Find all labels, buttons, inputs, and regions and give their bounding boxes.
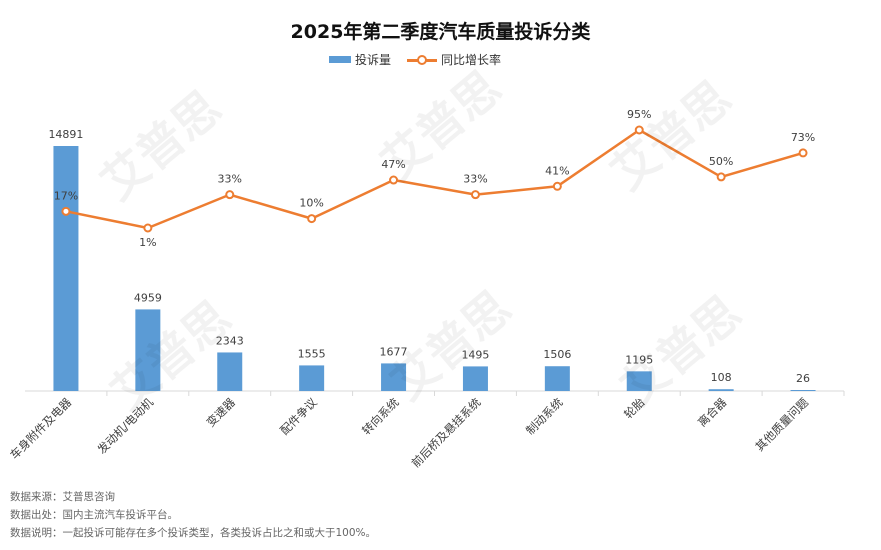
line-data-label: 33% <box>463 173 487 186</box>
bar-data-label: 1506 <box>543 348 571 361</box>
legend: 投诉量 同比增长率 <box>329 51 501 68</box>
line-point <box>61 206 71 216</box>
chart-title: 2025年第二季度汽车质量投诉分类 <box>290 21 591 43</box>
line-point <box>143 223 153 233</box>
bar <box>299 365 325 391</box>
x-tick-label: 制动系统 <box>523 395 566 438</box>
bar-data-label: 1195 <box>625 353 653 366</box>
line-data-label: 33% <box>218 173 242 186</box>
bar-data-label: 14891 <box>48 128 83 141</box>
line-point <box>225 190 235 200</box>
bar <box>462 366 488 391</box>
note-explanation: 数据说明：一起投诉可能存在多个投诉类型，各类投诉占比之和或大于100%。 <box>10 527 377 539</box>
bar-data-label: 26 <box>796 372 810 385</box>
line-point <box>552 181 562 191</box>
bar <box>708 389 734 391</box>
bar <box>135 309 161 391</box>
chart-plot: 14891 车身附件及电器 4959 发动机/电动机 2343 变速器 1555 配件争议 16… <box>7 108 845 470</box>
x-tick-label: 其他质量问题 <box>752 395 811 454</box>
line-data-label: 41% <box>545 164 569 177</box>
legend-bar-swatch <box>329 56 351 63</box>
legend-item-bar: 投诉量 <box>329 51 391 68</box>
note-source: 数据来源：艾普思咨询 <box>10 491 115 503</box>
x-tick-label: 配件争议 <box>277 395 320 438</box>
line-data-label: 73% <box>791 131 815 144</box>
bar-data-label: 2343 <box>216 334 244 347</box>
x-tick-label: 变速器 <box>204 395 239 430</box>
legend-label-bar: 投诉量 <box>355 53 392 67</box>
bar <box>381 363 407 391</box>
line-point <box>470 190 480 200</box>
legend-line-swatch <box>407 54 438 65</box>
bar <box>544 366 570 391</box>
bar-data-label: 4959 <box>134 291 162 304</box>
x-tick-label: 轮胎 <box>621 395 648 422</box>
x-tick-label: 前后桥及悬挂系统 <box>409 395 484 470</box>
line-point <box>716 172 726 182</box>
bar <box>790 390 816 391</box>
bar-data-label: 1495 <box>461 348 489 361</box>
legend-label-line: 同比增长率 <box>441 53 502 67</box>
line-point <box>307 214 317 224</box>
bar-data-label: 1555 <box>298 347 326 360</box>
line-point <box>389 175 399 185</box>
series-line <box>65 128 804 230</box>
line-point <box>634 125 644 135</box>
line-data-label: 50% <box>709 155 733 168</box>
line-data-label: 95% <box>627 108 651 121</box>
note-origin: 数据出处：国内主流汽车投诉平台。 <box>10 509 178 521</box>
x-tick-label: 车身附件及电器 <box>7 395 74 462</box>
line-point <box>798 148 808 158</box>
x-tick-label: 离合器 <box>695 395 730 430</box>
x-tick-label: 转向系统 <box>359 395 402 438</box>
line-data-label: 47% <box>381 158 405 171</box>
bar-data-label: 1677 <box>380 345 408 358</box>
line-data-label: 17% <box>54 189 78 202</box>
line-data-label: 10% <box>299 197 323 210</box>
bar-data-label: 108 <box>711 371 732 384</box>
bar <box>626 371 652 391</box>
x-tick-label: 发动机/电动机 <box>95 395 157 457</box>
bar <box>53 146 79 391</box>
bar <box>217 352 243 391</box>
notes: 数据来源：艾普思咨询 数据出处：国内主流汽车投诉平台。 数据说明：一起投诉可能存… <box>10 488 376 542</box>
line-data-label: 1% <box>139 236 156 249</box>
legend-item-line: 同比增长率 <box>407 51 501 68</box>
